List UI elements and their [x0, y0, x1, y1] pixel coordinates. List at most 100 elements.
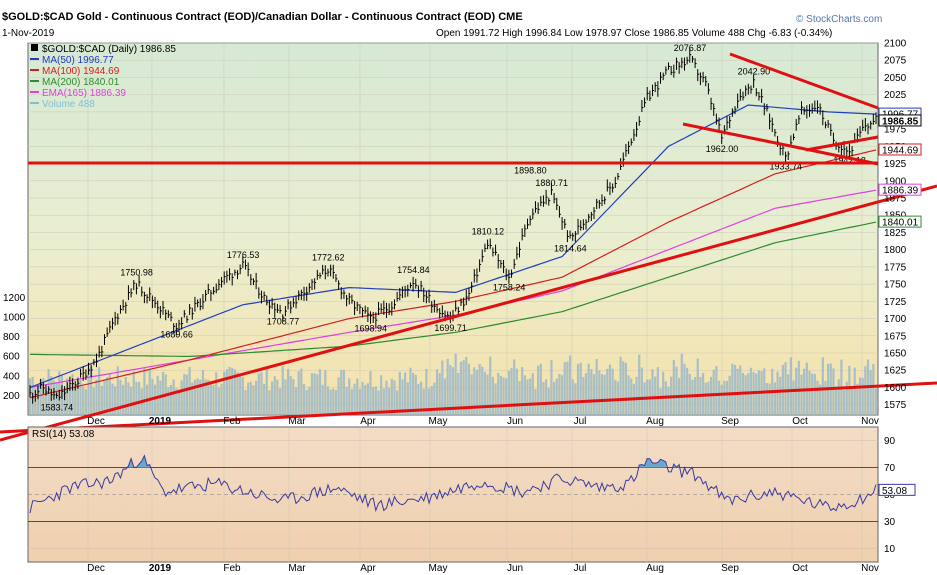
volume-bar — [566, 361, 569, 415]
rsi-tick-label: 10 — [884, 544, 896, 555]
volume-bar — [76, 376, 79, 415]
volume-bar — [228, 366, 231, 415]
volume-bar — [342, 369, 346, 415]
volume-bar — [489, 356, 492, 415]
price-tick-label: 1875 — [884, 194, 907, 205]
volume-bar — [534, 388, 537, 415]
volume-bar — [446, 358, 449, 415]
price-annotation: 1776.53 — [227, 250, 260, 260]
price-annotation: 1750.98 — [120, 267, 153, 277]
x-tick-label: Sep — [721, 563, 739, 574]
volume-bar — [286, 369, 290, 415]
volume-bar — [542, 381, 545, 415]
volume-bar — [459, 361, 463, 415]
volume-bar — [834, 386, 838, 415]
volume-bar — [98, 367, 101, 415]
price-annotation: 1962.00 — [706, 144, 739, 154]
volume-bar — [776, 371, 779, 415]
volume-bar — [289, 376, 292, 415]
x-tick-label: 2019 — [149, 416, 172, 427]
volume-bar — [332, 388, 335, 415]
volume-bar — [486, 374, 489, 415]
volume-bar — [161, 371, 165, 415]
volume-bar — [627, 375, 630, 415]
x-tick-label: Nov — [861, 416, 879, 427]
price-annotation: 1583.74 — [41, 403, 74, 413]
volume-bar — [84, 389, 87, 415]
volume-bar — [547, 387, 550, 415]
volume-bar — [188, 367, 191, 415]
volume-bar — [624, 362, 628, 415]
price-tick-label: 1800 — [884, 245, 907, 256]
volume-bar — [576, 364, 580, 415]
volume-bar — [36, 384, 40, 415]
x-tick-label: May — [429, 416, 448, 427]
volume-bar — [494, 383, 497, 415]
volume-bar — [523, 375, 526, 415]
volume-bar — [340, 370, 343, 415]
volume-bar — [255, 380, 258, 415]
volume-bar — [707, 381, 710, 415]
legend-entry: $GOLD:$CAD (Daily) 1986.85 — [42, 44, 176, 55]
volume-bar — [510, 367, 513, 415]
volume-bar — [193, 379, 197, 415]
volume-bar — [491, 376, 495, 415]
volume-bar — [92, 387, 95, 415]
volume-bar — [683, 363, 686, 415]
volume-bar — [350, 389, 354, 415]
volume-bar — [278, 388, 282, 415]
volume-bar — [374, 386, 377, 415]
volume-bar — [590, 369, 593, 415]
volume-bar — [433, 382, 436, 415]
price-annotation: 1689.66 — [160, 330, 193, 340]
volume-bar — [90, 366, 93, 415]
volume-bar — [850, 386, 854, 415]
volume-bar — [441, 360, 444, 415]
volume-bar — [539, 363, 542, 415]
volume-bar — [608, 364, 612, 415]
volume-bar — [302, 384, 306, 415]
volume-bar — [417, 383, 420, 415]
price-tag-label: 1886.39 — [882, 186, 919, 197]
volume-bar — [451, 367, 455, 415]
volume-bar — [119, 379, 122, 415]
volume-bar — [797, 360, 800, 415]
price-annotation: 1699.71 — [434, 323, 467, 333]
volume-bar — [114, 386, 117, 415]
volume-bar — [106, 377, 109, 415]
x-tick-label: Jul — [574, 416, 587, 427]
volume-bar — [654, 376, 657, 415]
volume-bar — [196, 378, 199, 415]
rsi-label: RSI(14) 53.08 — [32, 429, 95, 440]
volume-bar — [611, 368, 614, 415]
volume-bar — [294, 387, 298, 415]
price-tag-label: 1840.01 — [882, 218, 919, 229]
volume-bar — [467, 363, 471, 415]
volume-bar — [537, 365, 540, 415]
volume-bar — [560, 375, 564, 415]
volume-bar — [380, 375, 383, 415]
volume-bar — [241, 376, 244, 415]
x-tick-label: Apr — [360, 563, 376, 574]
volume-bar — [595, 358, 598, 415]
volume-bar — [324, 370, 327, 415]
volume-bar — [505, 378, 508, 415]
volume-bar — [662, 371, 665, 415]
volume-bar — [787, 374, 790, 415]
volume-bar — [619, 356, 622, 415]
volume-bar — [816, 380, 819, 415]
volume-bar — [55, 383, 58, 415]
volume-bar — [284, 379, 287, 415]
volume-bar — [728, 375, 731, 415]
volume-bar — [135, 381, 138, 415]
volume-bar — [579, 362, 582, 415]
price-tick-label: 1775 — [884, 262, 907, 273]
volume-bar — [531, 373, 534, 415]
volume-bar — [233, 369, 236, 415]
volume-bar — [454, 353, 457, 415]
volume-bar — [811, 373, 814, 415]
volume-bar — [507, 370, 510, 415]
chart-date: 1-Nov-2019 — [2, 28, 55, 39]
